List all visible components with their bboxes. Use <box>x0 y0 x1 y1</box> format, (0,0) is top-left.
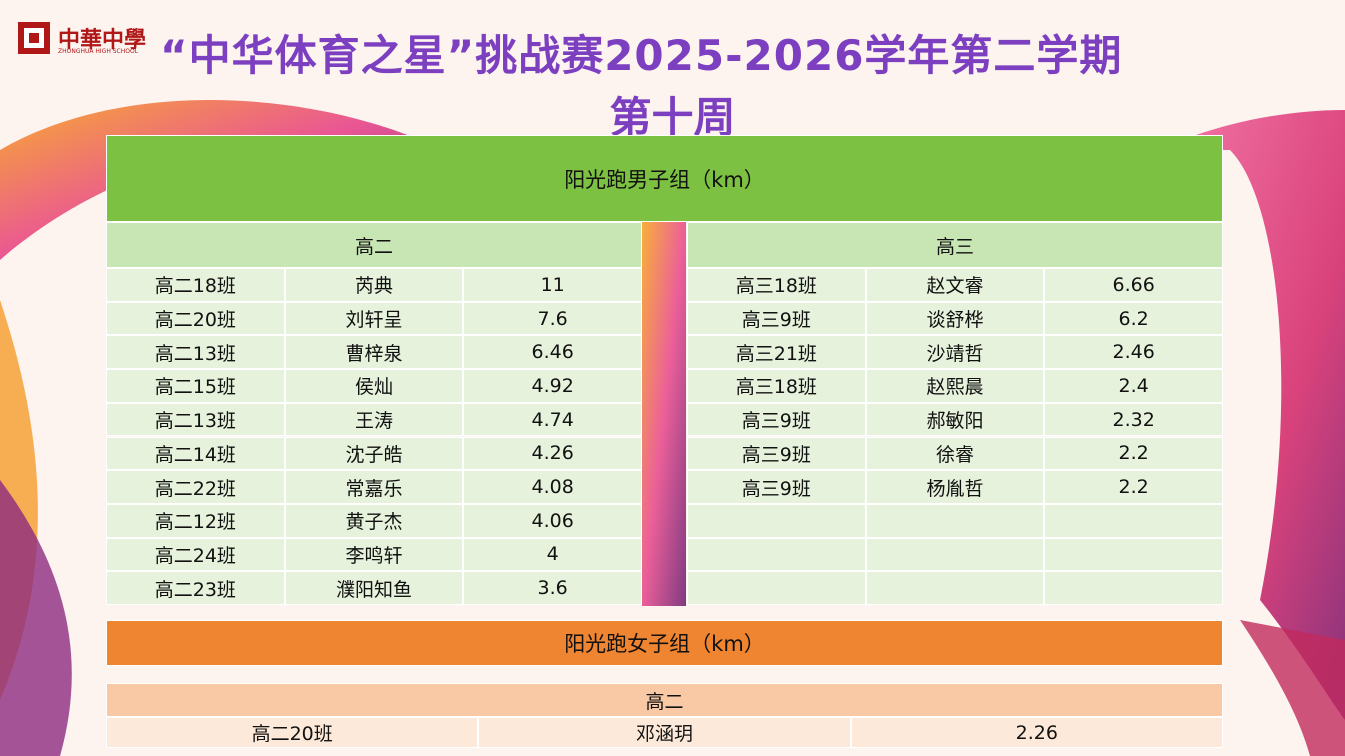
table-cell: 沙靖哲 <box>865 335 1045 370</box>
table-cell: 高二22班 <box>106 470 285 504</box>
table-cell: 曹梓泉 <box>284 335 464 370</box>
table-cell: 高二13班 <box>106 335 285 370</box>
table-cell: 高三9班 <box>687 301 866 336</box>
table-cell: 4.06 <box>463 503 642 538</box>
table-cell: 高二15班 <box>106 369 285 403</box>
title: “中华体育之星”挑战赛2025-2026学年第二学期 <box>160 31 1123 80</box>
table-cell: 4.92 <box>463 369 642 403</box>
group-header: 高二 <box>106 222 642 268</box>
table-cell: 濮阳知鱼 <box>284 571 464 605</box>
table-cell: 高三18班 <box>687 268 866 302</box>
table-cell: 徐睿 <box>865 436 1045 471</box>
table-cell: 2.2 <box>1044 470 1223 504</box>
table-cell: 7.6 <box>463 301 642 336</box>
table-cell: 高二20班 <box>106 717 479 748</box>
empty-cell <box>1044 503 1223 538</box>
table-cell: 高三21班 <box>687 335 866 370</box>
table-cell: 6.66 <box>1044 268 1223 302</box>
table-cell: 2.32 <box>1044 402 1223 437</box>
logo-name: 中華中學 <box>58 28 147 53</box>
table-cell: 赵文睿 <box>865 268 1045 302</box>
table-cell: 王涛 <box>284 402 464 437</box>
table-cell: 2.4 <box>1044 369 1223 403</box>
table-cell: 高三9班 <box>687 470 866 504</box>
table-cell: 沈子皓 <box>284 436 464 471</box>
table-cell: 郝敏阳 <box>865 402 1045 437</box>
table-cell: 4.08 <box>463 470 642 504</box>
table-cell: 6.2 <box>1044 301 1223 336</box>
table-cell: 赵熙晨 <box>865 369 1045 403</box>
table-cell: 高三9班 <box>687 436 866 471</box>
group-header: 高三 <box>687 222 1223 268</box>
table-cell: 高二14班 <box>106 436 285 471</box>
table-header: 阳光跑女子组（km） <box>106 620 1223 666</box>
table-cell: 杨胤哲 <box>865 470 1045 504</box>
empty-cell <box>687 503 866 538</box>
table-cell: 刘轩呈 <box>284 301 464 336</box>
logo-subtitle: ZHONGHUA HIGH SCHOOL <box>58 48 139 55</box>
empty-cell <box>687 571 866 605</box>
empty-cell <box>1044 571 1223 605</box>
empty-cell <box>1044 537 1223 572</box>
empty-cell <box>865 503 1045 538</box>
table-cell: 6.46 <box>463 335 642 370</box>
table-cell: 常嘉乐 <box>284 470 464 504</box>
table-cell: 4.74 <box>463 402 642 437</box>
empty-cell <box>865 571 1045 605</box>
table-cell: 高二12班 <box>106 503 285 538</box>
empty-cell <box>865 537 1045 572</box>
table-cell: 李鸣轩 <box>284 537 464 572</box>
table-cell: 邓涵玥 <box>478 717 851 748</box>
table-cell: 高二20班 <box>106 301 285 336</box>
table-cell: 高二13班 <box>106 402 285 437</box>
table-cell: 11 <box>463 268 642 302</box>
table-cell: 2.46 <box>1044 335 1223 370</box>
empty-cell <box>687 537 866 572</box>
table-cell: 2.26 <box>850 717 1223 748</box>
table-cell: 4.26 <box>463 436 642 471</box>
table-cell: 2.2 <box>1044 436 1223 471</box>
table-cell: 高三9班 <box>687 402 866 437</box>
table-cell: 黄子杰 <box>284 503 464 538</box>
subtitle: 第十周 <box>609 93 736 142</box>
table-cell: 高二18班 <box>106 268 285 302</box>
table-header: 阳光跑男子组（km） <box>106 135 1223 222</box>
group-header: 高二 <box>106 683 1223 717</box>
table-cell: 高二24班 <box>106 537 285 572</box>
table-cell: 高三18班 <box>687 369 866 403</box>
table-cell: 谈舒桦 <box>865 301 1045 336</box>
table-cell: 3.6 <box>463 571 642 605</box>
table-cell: 芮典 <box>284 268 464 302</box>
table-cell: 侯灿 <box>284 369 464 403</box>
table-cell: 高二23班 <box>106 571 285 605</box>
table-cell: 4 <box>463 537 642 572</box>
